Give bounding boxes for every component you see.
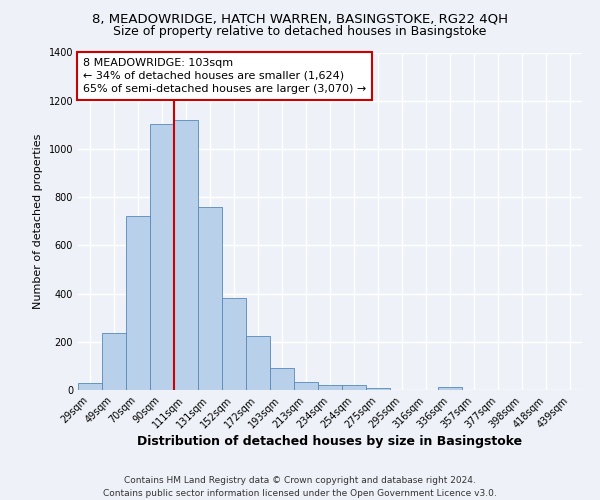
Text: Contains HM Land Registry data © Crown copyright and database right 2024.
Contai: Contains HM Land Registry data © Crown c…	[103, 476, 497, 498]
Bar	[126, 216, 150, 390]
Bar	[294, 382, 318, 390]
Bar	[150, 124, 174, 390]
Bar	[222, 298, 246, 390]
Bar	[366, 388, 390, 390]
Text: 8, MEADOWRIDGE, HATCH WARREN, BASINGSTOKE, RG22 4QH: 8, MEADOWRIDGE, HATCH WARREN, BASINGSTOK…	[92, 12, 508, 26]
Bar	[78, 383, 102, 390]
Bar	[438, 387, 462, 390]
Bar	[342, 385, 366, 390]
Bar	[270, 368, 294, 390]
X-axis label: Distribution of detached houses by size in Basingstoke: Distribution of detached houses by size …	[137, 436, 523, 448]
Bar	[174, 120, 198, 390]
Y-axis label: Number of detached properties: Number of detached properties	[33, 134, 43, 309]
Text: Size of property relative to detached houses in Basingstoke: Size of property relative to detached ho…	[113, 25, 487, 38]
Bar	[318, 384, 342, 390]
Bar	[102, 332, 126, 390]
Bar	[198, 207, 222, 390]
Text: 8 MEADOWRIDGE: 103sqm
← 34% of detached houses are smaller (1,624)
65% of semi-d: 8 MEADOWRIDGE: 103sqm ← 34% of detached …	[83, 58, 366, 94]
Bar	[246, 336, 270, 390]
